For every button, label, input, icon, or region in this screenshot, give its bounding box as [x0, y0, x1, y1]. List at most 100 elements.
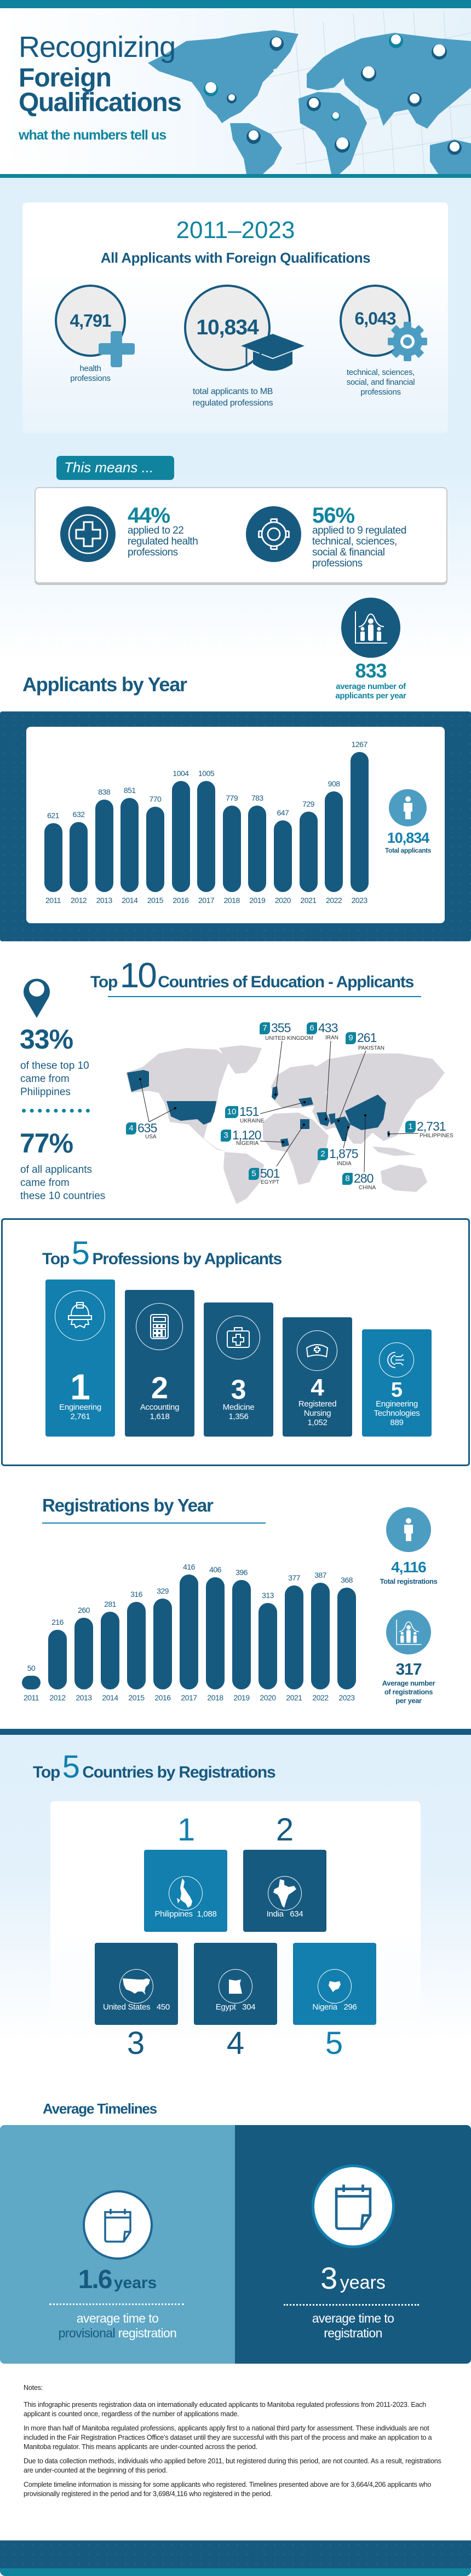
country-value: 151 — [239, 1104, 259, 1119]
profession-name: Accounting — [140, 1403, 180, 1412]
bar-2023 — [337, 1588, 356, 1689]
provisional-time: 1.6 years — [0, 2265, 235, 2295]
x-tick-label: 2012 — [49, 1693, 66, 1702]
x-tick-label: 2016 — [173, 896, 189, 905]
x-tick-label: 2017 — [198, 896, 215, 905]
stat-label: technical, sciences, social, and financi… — [346, 368, 415, 397]
rank-number: 3 — [127, 2025, 145, 2061]
stat-value: 4,791 — [70, 310, 111, 331]
bar-value-label: 387 — [314, 1570, 326, 1579]
x-tick-label: 2021 — [300, 896, 317, 905]
applicants-by-year-heading: Applicants by Year — [22, 673, 187, 696]
country-label: Philippines 1,088 — [144, 1909, 227, 1919]
x-tick-label: 2012 — [71, 896, 87, 905]
country-card-united-states: United States 450 — [95, 1943, 178, 2025]
hero-divider — [0, 174, 471, 178]
alaska-highlight — [127, 1070, 149, 1092]
country-value: 2,731 — [417, 1119, 446, 1133]
gear-icon — [246, 506, 301, 562]
bar-value-label: 260 — [78, 1605, 90, 1614]
country-label: India 634 — [243, 1909, 326, 1919]
bar-2014 — [120, 797, 139, 892]
map-badge-pakistan: 9 261 — [346, 1031, 377, 1045]
stat-value: 10,834 — [196, 316, 259, 339]
nigeria-highlight — [280, 1138, 289, 1147]
total-registrations-value: 4,116 — [391, 1559, 427, 1576]
bar-value-label: 416 — [183, 1562, 195, 1571]
bar-value-label: 368 — [341, 1576, 353, 1585]
africa-shape — [263, 1113, 329, 1185]
country-name: UKRAINE — [240, 1118, 265, 1124]
provisional-time-unit: years — [113, 2274, 157, 2292]
calendar-icon — [83, 2190, 153, 2260]
bar-value-label: 779 — [226, 794, 238, 803]
notes-paragraph: This infographic presents registration d… — [24, 2401, 426, 2418]
x-tick-label: 2022 — [326, 896, 342, 905]
bar-value-label: 851 — [123, 785, 136, 795]
notes-title: Notes: — [24, 2384, 43, 2392]
bar-value-label: 281 — [104, 1600, 116, 1609]
medical-cross-icon — [60, 506, 116, 562]
registration-timeline-panel: 3 years average time to registration — [235, 2125, 471, 2364]
circuit-gear-icon — [379, 1342, 414, 1377]
heading-underline — [108, 996, 421, 997]
plus-icon — [99, 331, 135, 367]
country-value: 501 — [260, 1166, 280, 1180]
avg-registrations-value: 317 — [395, 1660, 422, 1678]
hero-subtitle: what the numbers tell us — [19, 128, 166, 143]
bar-value-label: 621 — [47, 811, 59, 820]
map-badge-usa: 4 635 — [126, 1121, 157, 1136]
hero-title-line-2: Foreign — [19, 63, 112, 92]
profession-value: 889 — [390, 1418, 404, 1427]
country-label: Nigeria 296 — [293, 2002, 376, 2012]
registration-time-value: 3 — [320, 2261, 338, 2295]
x-tick-label: 2021 — [286, 1693, 302, 1702]
bar-value-label: 406 — [209, 1565, 221, 1574]
country-value: 355 — [271, 1021, 291, 1035]
egypt-map-icon — [219, 1969, 252, 2004]
country-name: Egypt — [215, 2002, 236, 2012]
country-name: IRAN — [325, 1035, 338, 1041]
bar-value-label: 647 — [277, 808, 289, 818]
stat-health: 4,791 — [55, 285, 126, 357]
bar-value-label: 632 — [72, 810, 85, 819]
rank-badge: 5 — [249, 1167, 259, 1180]
bar-2011 — [44, 823, 62, 892]
engineer-helmet-icon — [55, 1290, 105, 1341]
north-america-shape — [148, 34, 274, 123]
map-badge-india: 2 1,875 — [318, 1147, 359, 1161]
calculator-icon — [136, 1303, 183, 1350]
bar-value-label: 50 — [27, 1663, 36, 1672]
bar-value-label: 1004 — [173, 768, 189, 778]
x-tick-label: 2018 — [223, 896, 240, 905]
bar-2011 — [22, 1675, 41, 1689]
pct-health-text: applied to 22 regulated health professio… — [128, 525, 198, 558]
country-name: Nigeria — [312, 2002, 337, 2012]
registration-time-label: average time to registration — [235, 2311, 471, 2341]
heading-prefix: Top — [42, 1250, 70, 1268]
rank-badge: 9 — [346, 1032, 356, 1044]
stat-label: total applicants to MB regulated profess… — [192, 387, 273, 408]
bar-2022 — [325, 791, 343, 892]
country-name: INDIA — [337, 1161, 352, 1167]
country-value: 304 — [242, 2002, 256, 2012]
profession-value: 2,761 — [70, 1412, 90, 1421]
profession-card-accounting: 2 Accounting 1,618 — [125, 1290, 194, 1437]
bar-2023 — [350, 751, 369, 892]
rank-number: 4 — [226, 2025, 245, 2061]
india-highlight — [333, 1116, 351, 1141]
china-highlight — [345, 1095, 386, 1130]
top5-professions-heading: Top 5 Professions by Applicants — [42, 1234, 282, 1272]
top10-heading: Top 10 Countries of Education - Applican… — [90, 955, 414, 995]
greenland-shape — [219, 1045, 262, 1074]
x-tick-label: 2022 — [312, 1693, 329, 1702]
pakistan-highlight — [329, 1113, 335, 1125]
dotted-divider — [284, 2304, 419, 2306]
label-line-2: registration — [324, 2326, 382, 2340]
bar-2017 — [180, 1574, 198, 1689]
country-value: 635 — [137, 1121, 157, 1135]
graduation-cap-icon — [241, 334, 305, 371]
profession-name: Engineering Technologies — [374, 1399, 420, 1418]
bar-value-label: 316 — [130, 1590, 142, 1599]
ukraine-highlight — [298, 1097, 313, 1107]
